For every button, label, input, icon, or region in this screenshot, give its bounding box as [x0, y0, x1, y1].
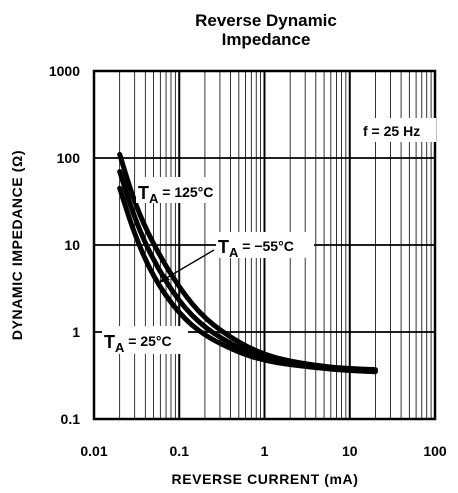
annotation-25-bg — [102, 326, 188, 354]
y-axis-label: DYNAMIC IMPEDANCE (Ω) — [9, 150, 25, 340]
x-tick-label: 0.01 — [80, 443, 107, 459]
annotation-m55-bg — [216, 232, 314, 258]
x-tick-label: 10 — [342, 443, 358, 459]
condition-label: f = 25 Hz — [363, 123, 420, 139]
x-tick-label: 100 — [423, 443, 447, 459]
annotation-m55-leader — [162, 249, 215, 281]
x-axis-label: REVERSE CURRENT (mA) — [171, 471, 358, 487]
y-tick-label: 1 — [72, 324, 80, 340]
annotation-125-t: T — [138, 183, 149, 203]
annotation-125-sub: A — [149, 191, 159, 206]
y-tick-label: 0.1 — [61, 411, 81, 427]
annotation-125: TA = 125°C — [138, 183, 213, 206]
x-tick-label: 0.1 — [170, 443, 190, 459]
annotation-25-sub: A — [115, 340, 125, 355]
annotation-m55-t: T — [218, 237, 229, 257]
tick-labels: 0.01 0.1 1 10 100 1000 100 10 1 0.1 — [49, 63, 447, 459]
series-line-3 — [117, 185, 378, 375]
annotation-m55-arrowhead — [159, 274, 170, 283]
y-tick-label: 100 — [57, 150, 81, 166]
plot-frame — [92, 69, 437, 421]
y-tick-label: 1000 — [49, 63, 80, 79]
annotation-m55-rest: = −55°C — [238, 238, 293, 254]
curves — [117, 151, 378, 375]
annotation-25-rest: = 25°C — [124, 333, 171, 349]
chart-title-line-2: Impedance — [222, 30, 311, 49]
x-tick-label: 1 — [261, 443, 269, 459]
y-tick-label: 10 — [64, 237, 80, 253]
annotation-m55-sub: A — [229, 245, 239, 260]
condition-box — [352, 118, 436, 142]
annotation-25: TA = 25°C — [104, 332, 172, 355]
annotation-125-bg — [136, 177, 218, 203]
chart-title-line-1: Reverse Dynamic — [195, 11, 337, 30]
annotation-125-rest: = 125°C — [158, 184, 213, 200]
annotation-25-t: T — [104, 332, 115, 352]
annotation-m55: TA = −55°C — [218, 237, 294, 260]
